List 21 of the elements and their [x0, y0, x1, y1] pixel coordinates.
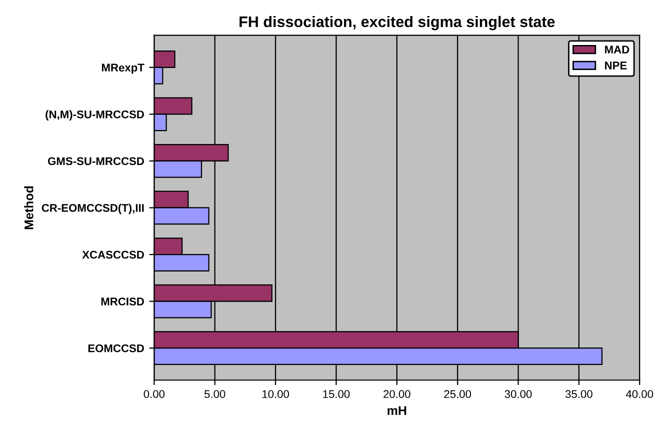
x-tick-label: 35.00 — [565, 390, 592, 398]
y-tick-label: MRCISD — [101, 298, 144, 306]
x-tick-label: 0.00 — [144, 390, 165, 398]
legend-label: MAD — [605, 46, 630, 54]
x-tick-label: 30.00 — [504, 390, 532, 398]
x-tick-label: 40.00 — [626, 390, 654, 398]
x-axis-title: mH — [388, 406, 406, 415]
y-tick-label: GMS-SU-MRCCSD — [48, 157, 144, 166]
y-axis-title: Method — [24, 186, 34, 230]
x-tick-label: 25.00 — [444, 390, 472, 398]
y-tick-label: (N,M)-SU-MRCCSD — [46, 110, 144, 121]
chart-title: FH dissociation, excited sigma singlet state — [240, 16, 555, 30]
y-tick-label: XCASCCSD — [82, 250, 144, 259]
legend-label: NPE — [605, 62, 627, 70]
x-tick-label: 10.00 — [262, 390, 289, 398]
x-tick-label: 5.00 — [204, 390, 226, 398]
x-tick-label: 20.00 — [384, 390, 410, 398]
y-tick-label: MRexpT — [102, 64, 144, 74]
x-tick-label: 15.00 — [323, 390, 350, 398]
y-tick-label: EOMCCSD — [88, 344, 144, 352]
y-tick-label: CR-EOMCCSD(T),III — [42, 204, 144, 214]
